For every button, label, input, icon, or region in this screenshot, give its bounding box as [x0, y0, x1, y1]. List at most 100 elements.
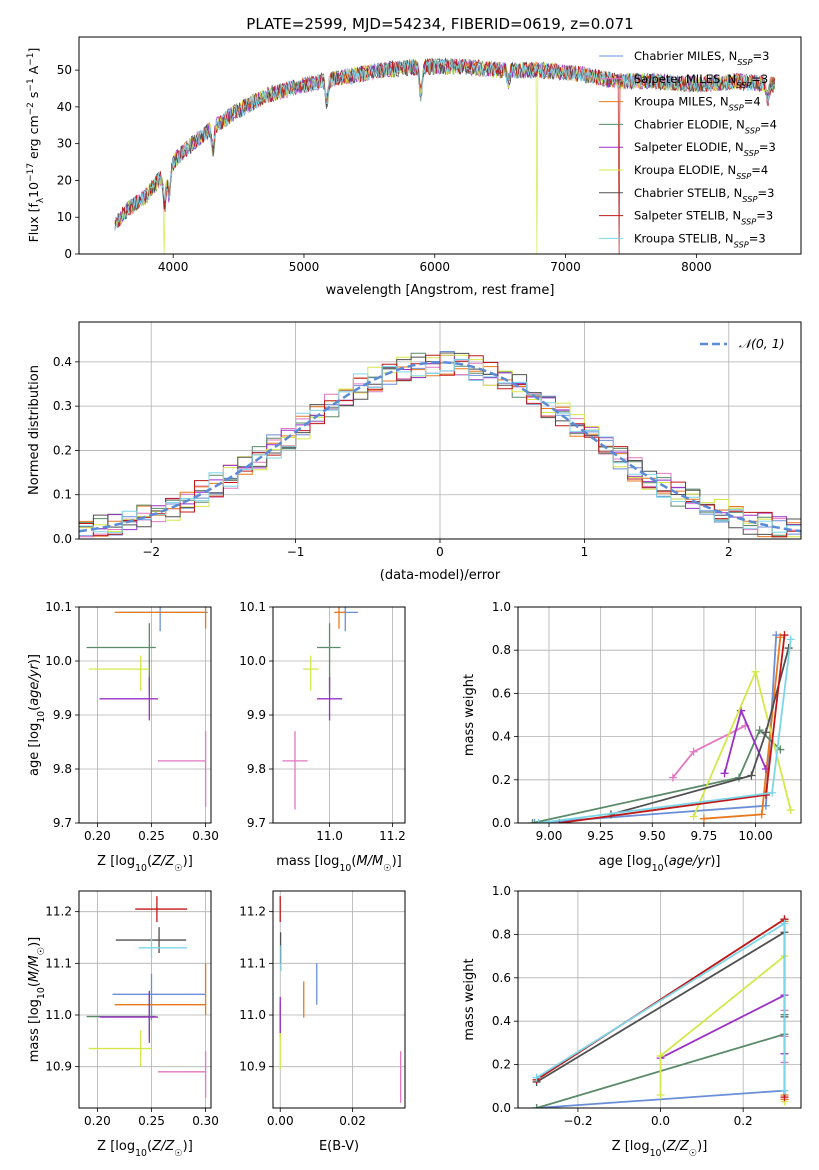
axes-frame [517, 890, 802, 1109]
x-tick-label: 9.00 [536, 829, 563, 843]
errorbar-point [157, 1051, 207, 1098]
series-line-group [689, 667, 795, 821]
errorbar-point [99, 677, 158, 721]
y-tick-label: 11.0 [239, 1008, 266, 1022]
series-line-group [532, 919, 789, 1095]
plot-area-weight_vs_Z [532, 915, 789, 1108]
errorbar-point [138, 937, 188, 959]
y-axis-label: mass weight [462, 958, 477, 1040]
errorbar-point [317, 677, 343, 721]
axes-frame [78, 890, 212, 1109]
errorbar-point [116, 564, 186, 596]
series-marker [786, 635, 795, 644]
series-marker [532, 1073, 541, 1082]
y-tick-label: 9.7 [247, 816, 266, 830]
y-tick-label: 11.2 [45, 905, 72, 919]
y-tick-label: 10.0 [45, 654, 72, 668]
x-axis-label: (data-model)/error [380, 568, 501, 583]
x-axis-label: age [log10(age/yr)] [598, 854, 720, 874]
y-tick-label: 10.9 [239, 1060, 266, 1074]
x-tick-label: 0.30 [192, 1114, 219, 1128]
y-tick-label: 9.8 [247, 762, 266, 776]
x-axis-label: E(B-V) [319, 1139, 359, 1154]
x-tick-label: 5000 [289, 260, 320, 274]
y-tick-label: 10 [57, 210, 72, 224]
y-axis-label: Normed distribution [27, 365, 42, 495]
x-tick-label: 10.00 [738, 829, 772, 843]
axes-weight_vs_Z: −0.2 0.0 0.2 0.0 0.2 0.4 0.6 0.8 1.0 Z [log10(Z/Z… [462, 884, 802, 1159]
errorbar-point [88, 655, 150, 691]
y-tick-label: 0.4 [492, 730, 511, 744]
gauss-legend-label: 𝒩(0, 1) [739, 336, 785, 351]
legend-label: Chabrier ELODIE, NSSP=4 [634, 117, 777, 135]
series-marker [699, 814, 708, 823]
y-tick-label: 0.2 [492, 1058, 511, 1072]
histogram-step [79, 354, 801, 538]
series-marker [530, 819, 539, 823]
y-tick-label: 10.9 [45, 1060, 72, 1074]
y-axis-label: age [log10(age/yr)] [27, 654, 47, 776]
series-marker [776, 633, 785, 642]
y-tick-label: 1.0 [492, 884, 511, 898]
x-axis-label: wavelength [Angstrom, rest frame] [326, 283, 555, 298]
series-marker [780, 919, 789, 928]
x-tick-label: 0 [436, 545, 444, 559]
y-tick-label: 0 [64, 247, 72, 261]
legend-label: Chabrier MILES, NSSP=3 [634, 49, 769, 67]
y-tick-label: 10.0 [239, 654, 266, 668]
x-tick-label: 0.20 [84, 829, 111, 843]
x-tick-label: 9.25 [587, 829, 614, 843]
y-tick-label: 0.0 [492, 1101, 511, 1115]
plot-area-mass_vs_ebv [279, 896, 402, 1103]
series-line-group [534, 635, 795, 823]
y-tick-label: 0.0 [492, 816, 511, 830]
errorbar-point [302, 655, 319, 691]
x-axis-label: Z [log10(Z/Z☉)] [97, 1139, 193, 1159]
x-tick-label: 11.2 [379, 829, 406, 843]
errorbar-point [86, 990, 156, 1038]
x-tick-label: 0.25 [138, 829, 165, 843]
axes-mass_vs_ebv: 0.00 0.02 10.9 11.0 11.1 11.2 E(B-V) [239, 890, 406, 1154]
series-marker [534, 819, 543, 823]
legend-label: Salpeter MILES, NSSP=3 [634, 72, 768, 90]
legend-label: Salpeter STELIB, NSSP=3 [634, 209, 773, 227]
y-tick-label: 50 [57, 63, 72, 77]
axes-age_vs_Z: 0.20 0.25 0.30 9.7 9.8 9.9 10.0 10.1 Z [log10(Z/… [27, 564, 219, 874]
y-tick-label: 10.1 [45, 600, 72, 614]
legend-label: Salpeter ELODIE, NSSP=3 [634, 140, 776, 158]
x-tick-label: 9.50 [639, 829, 666, 843]
gaussian-curve [79, 361, 801, 533]
series-marker [532, 1104, 541, 1108]
plot-area-spectrum [114, 57, 776, 254]
series-line [532, 728, 781, 823]
plot-area-weight_vs_age [528, 631, 795, 823]
y-tick-label: 11.1 [45, 956, 72, 970]
errorbar-point [135, 896, 188, 922]
series-marker [761, 728, 770, 737]
x-tick-label: 7000 [550, 260, 581, 274]
series-marker [768, 788, 777, 797]
errorbar-point [88, 1030, 152, 1067]
plot-area-mass_vs_Z [86, 896, 207, 1098]
series-line [538, 639, 792, 823]
series-marker [772, 631, 781, 640]
errorbar-point [86, 623, 156, 694]
y-axis-label: Flux [fλ10−17 erg cm−2 s−1 A−1] [26, 48, 46, 243]
y-tick-label: 9.9 [247, 708, 266, 722]
x-tick-label: −0.2 [563, 1114, 592, 1128]
x-tick-label: 2 [725, 545, 733, 559]
errorbar-point [364, 561, 377, 583]
y-tick-label: 40 [57, 100, 72, 114]
y-tick-label: 0.8 [492, 927, 511, 941]
errorbar-point [157, 731, 207, 807]
series-marker [786, 806, 795, 815]
spectrum-legend: Chabrier MILES, NSSP=3 Salpeter MILES, NS… [599, 49, 777, 249]
y-tick-label: 9.8 [53, 762, 72, 776]
plot-area-residuals [79, 351, 801, 538]
y-tick-label: 0.2 [492, 773, 511, 787]
errorbar-point [114, 607, 207, 629]
series-marker [689, 747, 698, 756]
series-line-group [656, 952, 789, 1106]
y-tick-label: 20 [57, 173, 72, 187]
series-marker [668, 773, 677, 782]
